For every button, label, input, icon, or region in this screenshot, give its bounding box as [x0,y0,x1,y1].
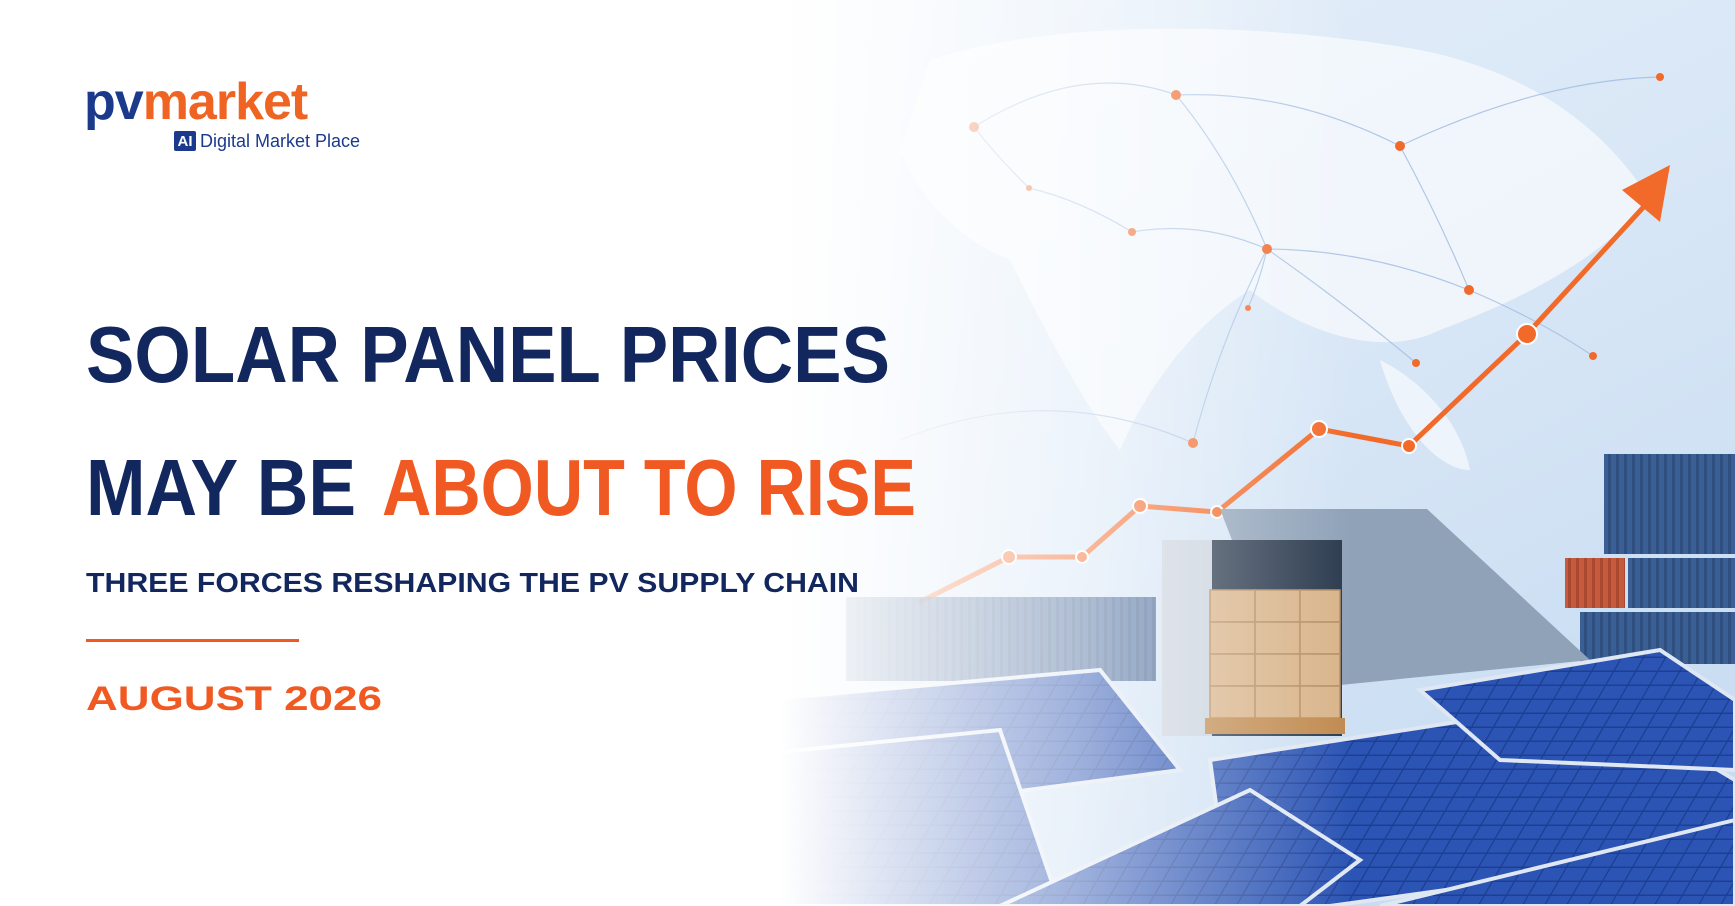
divider [86,639,299,642]
logo-part: market [143,73,308,131]
headline-highlight: ABOUT TO RISE [382,443,916,532]
subtitle: THREE FORCES RESHAPING THE PV SUPPLY CHA… [86,567,859,598]
logo-tagline: Digital Market Place [200,131,360,151]
headline-lead: MAY BE [86,443,356,532]
logo-badge: AI [178,133,193,150]
badge-box [174,131,196,151]
date: AUGUST 2026 [86,680,382,718]
headline-line: SOLAR PANEL PRICES [86,310,890,399]
logo-part: pv [84,73,144,131]
logo-wordmark: pvmarket [84,73,308,131]
